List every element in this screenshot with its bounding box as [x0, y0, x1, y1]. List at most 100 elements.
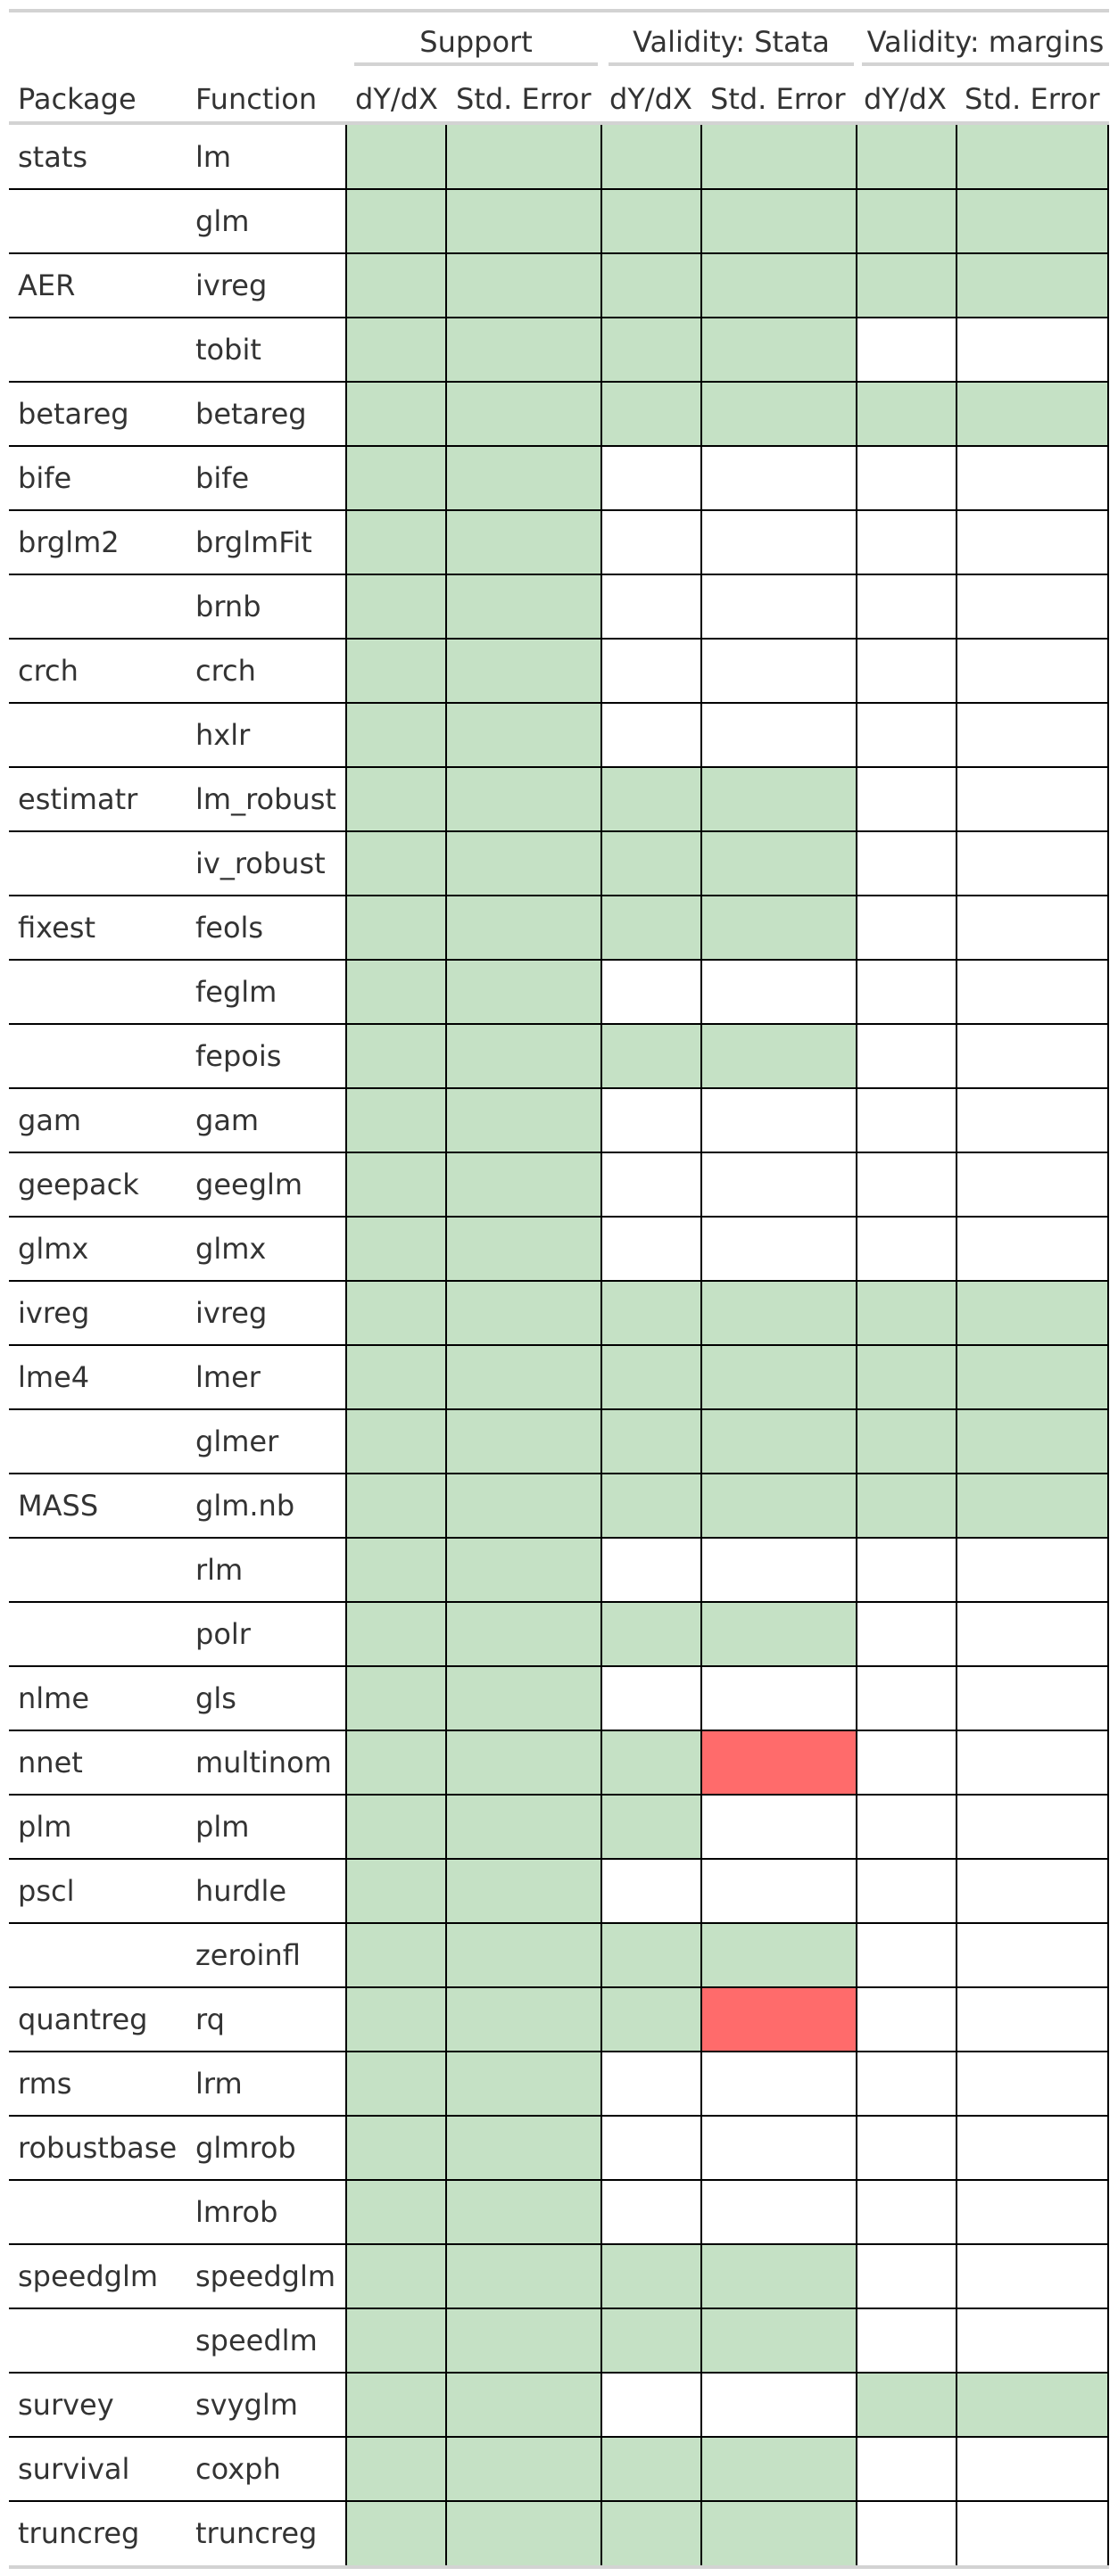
- row-divider: [9, 1922, 1109, 1924]
- row-divider: [9, 1344, 1109, 1346]
- table-row: survival coxph: [9, 2437, 1109, 2501]
- group-header-support: Support: [419, 25, 533, 59]
- status-cell: [346, 1152, 446, 1217]
- status-cell: [701, 2501, 857, 2565]
- status-cell: [857, 2244, 957, 2308]
- table-row: pscl hurdle: [9, 1859, 1109, 1923]
- function-name: ivreg: [195, 268, 268, 302]
- table-row: gam gam: [9, 1088, 1109, 1152]
- table-row: glmer: [9, 1409, 1109, 1474]
- package-name: estimatr: [18, 782, 138, 816]
- status-cell: [346, 1923, 446, 1987]
- row-divider: [9, 574, 1109, 575]
- status-cell: [857, 896, 957, 960]
- table-row: stats lm: [9, 125, 1109, 189]
- package-name: speedglm: [18, 2259, 159, 2293]
- row-divider: [9, 1986, 1109, 1988]
- status-cell: [957, 253, 1109, 318]
- table-row: zeroinfl: [9, 1923, 1109, 1987]
- status-cell: [601, 510, 701, 574]
- status-cell: [601, 2308, 701, 2373]
- status-cell: [446, 2437, 601, 2501]
- status-cell: [857, 1474, 957, 1538]
- table-row: estimatr lm_robust: [9, 767, 1109, 831]
- function-name: lm_robust: [195, 782, 336, 816]
- status-cell: [601, 189, 701, 253]
- table-row: geepack geeglm: [9, 1152, 1109, 1217]
- row-divider: [9, 252, 1109, 254]
- function-name: gls: [195, 1681, 236, 1715]
- status-cell: [601, 1088, 701, 1152]
- status-cell: [446, 1859, 601, 1923]
- status-cell: [957, 1152, 1109, 1217]
- status-cell: [601, 574, 701, 639]
- row-divider: [9, 2243, 1109, 2245]
- status-cell: [857, 703, 957, 767]
- status-cell: [857, 767, 957, 831]
- status-cell: [957, 1088, 1109, 1152]
- status-cell: [601, 703, 701, 767]
- row-divider: [9, 1730, 1109, 1731]
- package-name: [9, 1024, 187, 1088]
- status-cell: [446, 1409, 601, 1474]
- status-cell: [446, 2052, 601, 2116]
- table-row: AER ivreg: [9, 253, 1109, 318]
- table-row: nnet multinom: [9, 1730, 1109, 1795]
- status-cell: [701, 1088, 857, 1152]
- status-cell: [957, 1602, 1109, 1666]
- function-name: fepois: [195, 1039, 282, 1073]
- status-cell: [701, 896, 857, 960]
- status-cell: [857, 1088, 957, 1152]
- table-row: nlme gls: [9, 1666, 1109, 1730]
- status-cell: [957, 1923, 1109, 1987]
- status-cell: [446, 1024, 601, 1088]
- row-divider: [9, 1216, 1109, 1218]
- status-cell: [446, 189, 601, 253]
- package-name: stats: [18, 140, 88, 174]
- package-name: nnet: [18, 1746, 83, 1779]
- table-row: MASS glm.nb: [9, 1474, 1109, 1538]
- package-name: fixest: [18, 911, 96, 945]
- package-name: [9, 574, 187, 639]
- column-divider: [600, 125, 602, 2565]
- row-divider: [9, 2372, 1109, 2374]
- package-name: brglm2: [18, 525, 120, 559]
- row-divider: [9, 766, 1109, 768]
- status-cell: [601, 1281, 701, 1345]
- status-cell: [957, 1345, 1109, 1409]
- row-divider: [9, 959, 1109, 961]
- status-cell: [957, 896, 1109, 960]
- status-cell: [446, 1474, 601, 1538]
- package-name: MASS: [18, 1489, 99, 1523]
- function-name: multinom: [195, 1746, 332, 1779]
- table-row: plm plm: [9, 1795, 1109, 1859]
- row-divider: [9, 2436, 1109, 2438]
- package-name: geepack: [18, 1168, 139, 1201]
- status-cell: [346, 2116, 446, 2180]
- column-header-stata-std-error: Std. Error: [710, 82, 846, 116]
- status-cell: [446, 253, 601, 318]
- status-cell: [957, 767, 1109, 831]
- group-header-validity-stata: Validity: Stata: [633, 25, 830, 59]
- row-divider: [9, 188, 1109, 190]
- status-cell: [446, 1730, 601, 1795]
- row-divider: [9, 1023, 1109, 1025]
- package-name: gam: [18, 1103, 82, 1137]
- status-cell: [701, 318, 857, 382]
- package-name: rms: [18, 2067, 72, 2101]
- function-name: brnb: [195, 590, 261, 623]
- status-cell: [857, 1217, 957, 1281]
- package-name: [9, 960, 187, 1024]
- status-cell: [701, 2052, 857, 2116]
- status-cell: [346, 382, 446, 446]
- function-name: lmrob: [195, 2195, 278, 2229]
- package-name: [9, 318, 187, 382]
- function-name: hxlr: [195, 718, 251, 752]
- status-cell: [346, 1281, 446, 1345]
- column-header-support-dydx: dY/dX: [355, 82, 438, 116]
- status-cell: [957, 2373, 1109, 2437]
- status-cell: [701, 1666, 857, 1730]
- status-cell: [601, 896, 701, 960]
- status-cell: [446, 1538, 601, 1602]
- status-cell: [601, 1730, 701, 1795]
